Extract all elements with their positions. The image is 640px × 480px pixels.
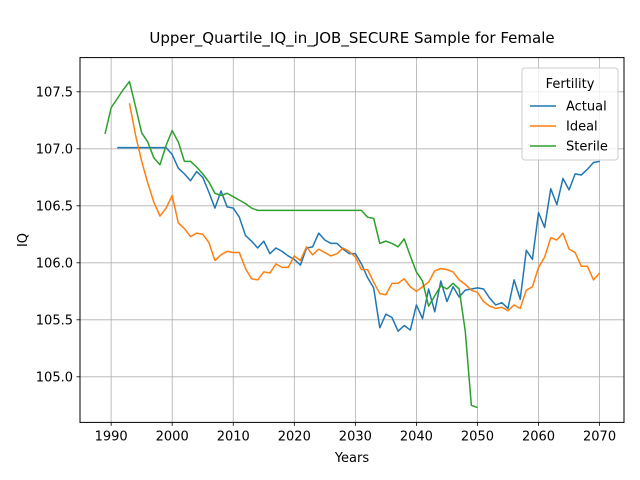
legend-box (521, 67, 619, 161)
x-tick-label: 2000 (156, 429, 189, 444)
grid (80, 57, 624, 423)
series-line-actual (117, 146, 600, 332)
series-line-ideal (128, 103, 601, 312)
y-axis-label: IQ (16, 233, 31, 247)
x-axis-label: Years (334, 451, 370, 466)
x-axis-ticks: 1990 2000 2010 2020 2030 2040 2050 2060 2070 (95, 422, 616, 444)
y-tick-label: 107.0 (36, 142, 73, 157)
y-tick-label: 105.0 (36, 370, 73, 385)
x-tick-label: 2050 (461, 429, 494, 444)
legend-label-sterile: Sterile (566, 140, 608, 155)
x-tick-label: 2010 (217, 429, 250, 444)
legend-title: Fertility (546, 77, 595, 92)
y-tick-label: 106.5 (36, 199, 73, 214)
x-tick-label: 2030 (339, 429, 372, 444)
x-tick-label: 2020 (278, 429, 311, 444)
series-layer (104, 80, 601, 409)
series-line-sterile (104, 80, 478, 409)
plot-frame (79, 57, 625, 423)
y-tick-label: 106.0 (36, 256, 73, 271)
legend: Fertility Actual Ideal Sterile (521, 67, 619, 161)
x-tick-label: 2070 (583, 429, 616, 444)
x-tick-label: 2040 (400, 429, 433, 444)
legend-label-actual: Actual (566, 100, 607, 115)
y-tick-label: 107.5 (36, 85, 73, 100)
y-tick-label: 105.5 (36, 313, 73, 328)
legend-label-ideal: Ideal (566, 120, 598, 135)
chart-title: Upper_Quartile_IQ_in_JOB_SECURE Sample f… (149, 29, 554, 48)
legend-items: Actual Ideal Sterile (530, 100, 608, 155)
x-tick-label: 1990 (95, 429, 128, 444)
x-tick-label: 2060 (522, 429, 555, 444)
y-axis-ticks: 105.0 105.5 106.0 106.5 107.0 107.5 (36, 85, 80, 385)
